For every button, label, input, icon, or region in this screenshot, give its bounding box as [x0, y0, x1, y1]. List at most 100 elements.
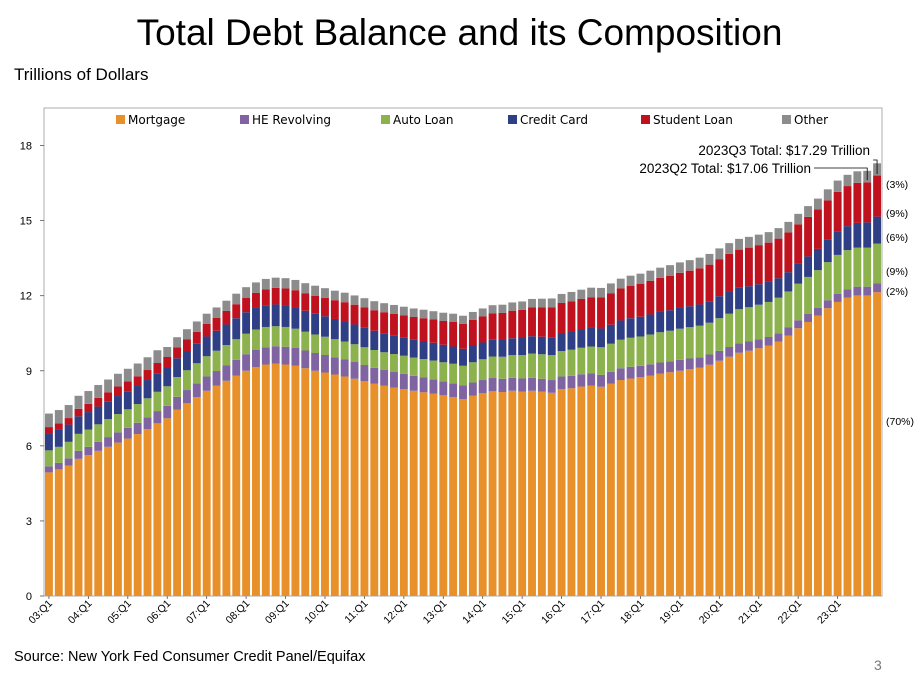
bar-segment-auto-loan [597, 347, 605, 375]
bar-segment-student-loan [74, 408, 83, 417]
bar-segment-he-revolving [94, 441, 103, 451]
bar-segment-he-revolving [321, 355, 329, 373]
bar-segment-other [666, 265, 674, 276]
bar-segment-auto-loan [873, 243, 882, 284]
bar-segment-auto-loan [252, 329, 260, 350]
bar-segment-he-revolving [380, 370, 389, 386]
bar-segment-credit-card [823, 239, 832, 263]
bar-segment-student-loan [853, 182, 862, 223]
bar-segment-mortgage [498, 392, 507, 596]
bar-segment-student-loan [212, 317, 221, 331]
bar-segment-student-loan [725, 253, 734, 292]
bar-segment-auto-loan [774, 297, 783, 334]
bar-segment-other [301, 283, 310, 294]
bar-segment-credit-card [390, 335, 398, 354]
bar-segment-student-loan [675, 272, 684, 308]
bar-segment-other [114, 373, 122, 387]
bar-segment-he-revolving [508, 377, 517, 391]
bar-segment-student-loan [804, 216, 813, 257]
bar-segment-other [695, 257, 704, 269]
bar-segment-he-revolving [104, 437, 113, 447]
bar-segment-he-revolving [468, 382, 477, 396]
bar-segment-mortgage [646, 375, 655, 596]
bar-segment-auto-loan [656, 332, 665, 363]
bar-segment-student-loan [360, 307, 369, 328]
bar-segment-credit-card [409, 339, 418, 358]
bar-segment-he-revolving [212, 371, 221, 386]
bar-segment-other [123, 368, 132, 382]
bar-segment-auto-loan [547, 355, 556, 381]
bar-segment-student-loan [153, 363, 162, 374]
bar-segment-mortgage [725, 356, 734, 596]
bar-segment-mortgage [84, 455, 93, 596]
bar-segment-mortgage [656, 373, 665, 596]
bar-segment-auto-loan [192, 363, 201, 384]
bar-segment-student-loan [84, 403, 93, 413]
bar-segment-he-revolving [744, 341, 753, 351]
bar-segment-mortgage [252, 367, 260, 596]
bar-segment-auto-loan [281, 326, 290, 347]
bar-segment-auto-loan [370, 350, 379, 368]
bar-segment-auto-loan [557, 351, 566, 377]
bar-segment-mortgage [123, 438, 132, 596]
bar-segment-he-revolving [143, 417, 152, 430]
bar-segment-mortgage [508, 390, 517, 596]
bar-segment-he-revolving [498, 378, 507, 393]
x-tick-label: 17:Q1 [578, 598, 607, 627]
bar-segment-student-loan [666, 275, 674, 311]
composition-pct-label: (70%) [886, 416, 914, 428]
bar-segment-mortgage [321, 372, 329, 596]
bar-segment-auto-loan [498, 356, 507, 379]
bar-segment-auto-loan [488, 356, 497, 379]
x-tick-label: 10:Q1 [302, 598, 331, 627]
bar-segment-he-revolving [537, 378, 546, 392]
bar-segment-other [311, 285, 320, 296]
x-tick-label: 13:Q1 [421, 598, 450, 627]
bar-segment-mortgage [823, 308, 832, 596]
bar-segment-other [735, 238, 743, 250]
bar-segment-credit-card [84, 412, 93, 430]
x-tick-label: 18:Q1 [618, 598, 647, 627]
bar-segment-other [804, 206, 813, 217]
bar-segment-other [675, 262, 684, 273]
bar-segment-other [606, 283, 615, 294]
bar-segment-student-loan [54, 423, 63, 430]
bar-segment-other [222, 300, 231, 311]
x-tick-label: 14:Q1 [460, 598, 489, 627]
bar-segment-other [488, 305, 497, 314]
bar-segment-mortgage [813, 315, 822, 596]
legend-swatch-credit-card [508, 115, 517, 124]
bar-segment-mortgage [183, 403, 191, 596]
bar-segment-auto-loan [419, 359, 428, 378]
bar-segment-credit-card [567, 331, 576, 350]
bar-segment-auto-loan [261, 326, 270, 348]
bar-segment-credit-card [370, 330, 379, 350]
bar-segment-credit-card [222, 324, 231, 345]
bar-segment-mortgage [44, 472, 53, 596]
bar-segment-he-revolving [252, 350, 260, 368]
bar-segment-he-revolving [183, 390, 191, 404]
bar-segment-mortgage [468, 395, 477, 596]
bar-segment-he-revolving [873, 283, 882, 293]
bar-segment-student-loan [183, 339, 191, 351]
bar-segment-he-revolving [823, 300, 832, 309]
bar-segment-credit-card [774, 278, 783, 298]
bar-segment-other [44, 413, 53, 428]
bar-segment-mortgage [212, 385, 221, 596]
bar-segment-mortgage [774, 341, 783, 596]
legend-swatch-auto-loan [381, 115, 390, 124]
bar-segment-credit-card [133, 386, 142, 405]
bar-segment-mortgage [370, 383, 379, 596]
bar-segment-student-loan [587, 297, 596, 328]
bar-segment-mortgage [153, 423, 162, 596]
x-tick-label: 07:Q1 [184, 598, 213, 627]
legend-swatch-student-loan [641, 115, 650, 124]
composition-pct-label: (2%) [886, 286, 908, 298]
bar-segment-mortgage [143, 429, 152, 596]
bar-segment-he-revolving [192, 383, 201, 398]
bar-segment-mortgage [744, 350, 753, 596]
bar-segment-credit-card [873, 216, 882, 244]
bar-segment-other [577, 289, 586, 299]
bar-segment-other [774, 228, 783, 239]
